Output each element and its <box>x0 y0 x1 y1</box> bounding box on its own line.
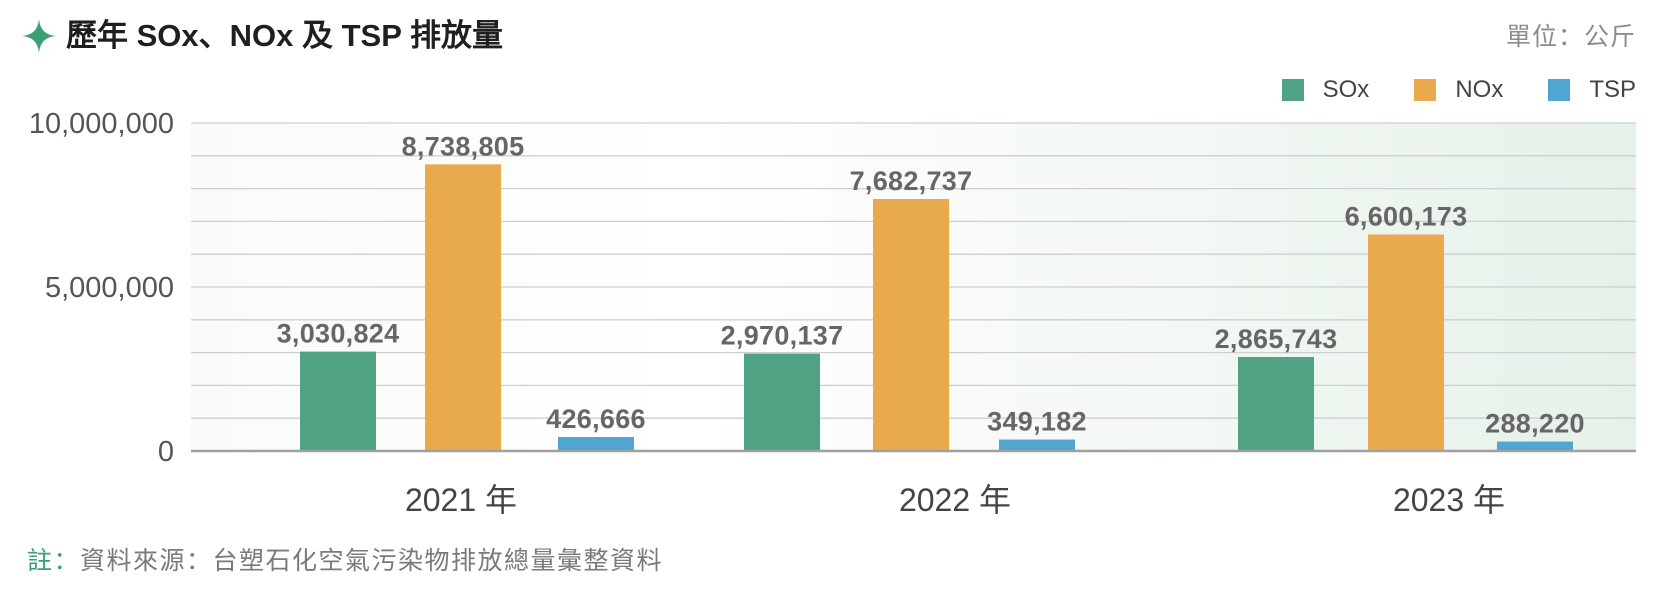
value-label-tsp-0: 426,666 <box>546 404 646 434</box>
value-label-nox-0: 8,738,805 <box>402 131 525 161</box>
x-category-label: 2022 年 <box>899 482 1011 518</box>
x-category-label: 2021 年 <box>405 482 517 518</box>
value-label-sox-0: 3,030,824 <box>277 319 400 349</box>
bar-tsp-1 <box>999 439 1075 451</box>
chart-legend: SOx NOx TSP <box>1281 76 1636 103</box>
sparkle-icon <box>22 19 56 53</box>
unit-label: 單位：公斤 <box>1505 23 1636 51</box>
value-label-nox-2: 6,600,173 <box>1345 202 1468 232</box>
legend-item-nox: NOx <box>1414 78 1503 102</box>
legend-label-nox: NOx <box>1455 76 1504 103</box>
legend-swatch-tsp <box>1548 79 1571 101</box>
bar-nox-2 <box>1368 234 1444 451</box>
bar-sox-2 <box>1238 357 1314 451</box>
note-text: 資料來源：台塑石化空氣污染物排放總量彙整資料 <box>80 547 664 575</box>
value-label-tsp-1: 349,182 <box>987 407 1087 437</box>
bar-tsp-2 <box>1497 441 1573 451</box>
legend-item-sox: SOx <box>1281 76 1370 103</box>
value-label-sox-1: 2,970,137 <box>721 321 844 351</box>
y-tick-label: 5,000,000 <box>45 272 174 304</box>
bar-sox-0 <box>300 351 376 451</box>
value-label-sox-2: 2,865,743 <box>1215 324 1338 354</box>
chart-title: 歷年 SOx、NOx 及 TSP 排放量 <box>66 18 503 53</box>
legend-label-sox: SOx <box>1322 76 1370 103</box>
y-tick-label: 0 <box>158 436 174 468</box>
y-tick-label: 10,000,000 <box>29 108 174 140</box>
footnote: 註：資料來源：台塑石化空氣污染物排放總量彙整資料 <box>27 546 663 576</box>
legend-swatch-nox <box>1414 79 1437 101</box>
x-category-label: 2023 年 <box>1393 482 1505 518</box>
legend-label-tsp: TSP <box>1589 76 1636 103</box>
bar-tsp-0 <box>558 437 634 451</box>
bar-nox-0 <box>425 164 501 452</box>
chart-header: 歷年 SOx、NOx 及 TSP 排放量 <box>22 16 503 56</box>
note-label: 註： <box>27 547 81 575</box>
legend-swatch-sox <box>1281 79 1304 101</box>
bar-nox-1 <box>873 199 949 451</box>
bar-sox-1 <box>744 353 820 451</box>
value-label-nox-1: 7,682,737 <box>850 166 973 196</box>
legend-item-tsp: TSP <box>1548 78 1636 102</box>
value-label-tsp-2: 288,220 <box>1485 409 1585 439</box>
